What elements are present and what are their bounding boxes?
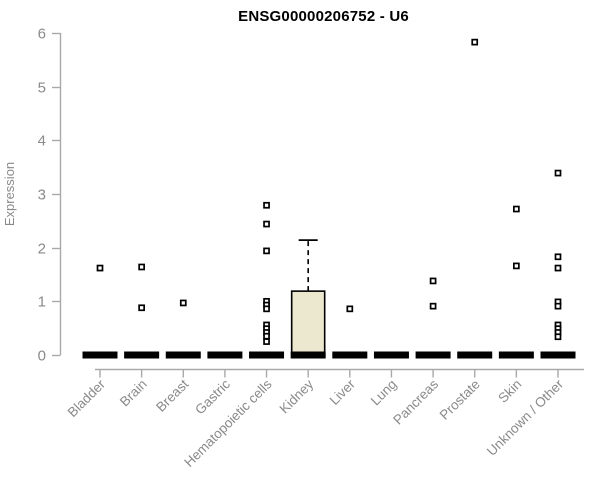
- x-axis-category-label: Pancreas: [390, 376, 441, 427]
- outlier-point: [554, 264, 562, 272]
- y-axis-tick-label: 2: [38, 241, 46, 258]
- y-axis-tick-label: 0: [38, 348, 46, 365]
- x-axis-category-label: Unknown / Other: [484, 376, 567, 459]
- outlier-point: [138, 304, 145, 312]
- x-axis-category-label: Lung: [368, 377, 400, 409]
- outlier-point: [513, 205, 520, 213]
- x-axis-category-label: Skin: [495, 377, 524, 406]
- outlier-point: [471, 38, 479, 46]
- box: [290, 290, 326, 356]
- outlier-point: [346, 305, 354, 313]
- outlier-point: [138, 263, 145, 271]
- outlier-point: [263, 201, 270, 209]
- outlier-point: [513, 262, 520, 270]
- outlier-point: [263, 338, 270, 345]
- outlier-point: [554, 333, 562, 341]
- x-axis-category-label: Bladder: [65, 376, 109, 420]
- x-axis-category-label: Brain: [117, 377, 150, 410]
- outlier-point: [429, 277, 437, 285]
- y-axis-tick-label: 4: [38, 133, 46, 150]
- outlier-point: [263, 305, 270, 313]
- outlier-point: [429, 302, 437, 310]
- outlier-point: [263, 247, 270, 255]
- x-axis-category-label: Gastric: [192, 376, 233, 417]
- x-axis-category-label: Breast: [153, 376, 191, 414]
- outlier-point: [179, 299, 187, 307]
- outlier-point: [554, 169, 562, 177]
- outlier-point: [263, 332, 270, 340]
- y-axis-tick-label: 1: [38, 294, 46, 311]
- x-axis-category-label: Prostate: [437, 377, 483, 423]
- y-axis-tick-label: 6: [38, 26, 46, 43]
- x-axis-category-label: Liver: [327, 376, 359, 408]
- y-axis-tick-label: 5: [38, 80, 46, 97]
- chart-title: ENSG00000206752 - U6: [238, 8, 409, 25]
- y-axis-tick-label: 3: [38, 187, 46, 204]
- outlier-point: [96, 264, 104, 272]
- outlier-point: [554, 253, 562, 261]
- outlier-point: [263, 220, 270, 228]
- x-axis-category-label: Kidney: [277, 376, 317, 416]
- outlier-point: [554, 302, 562, 310]
